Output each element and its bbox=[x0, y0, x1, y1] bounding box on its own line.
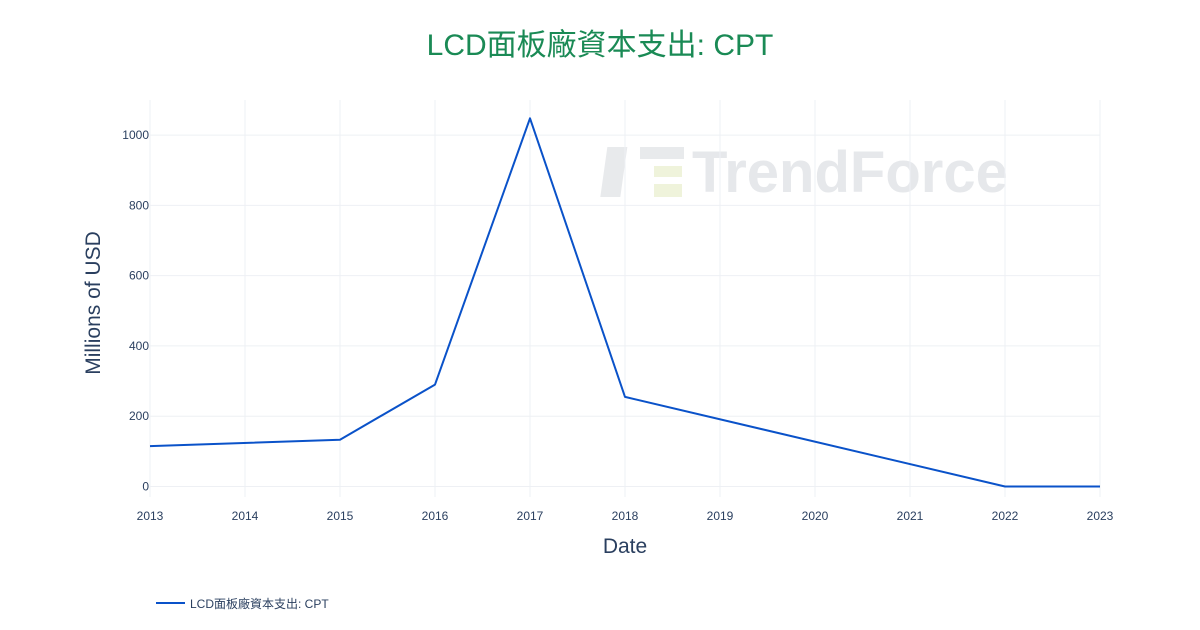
y-tick-label: 400 bbox=[129, 339, 149, 353]
x-tick-label: 2017 bbox=[517, 509, 544, 523]
x-tick-label: 2015 bbox=[327, 509, 354, 523]
y-tick-label: 1000 bbox=[122, 128, 149, 142]
x-tick-label: 2019 bbox=[707, 509, 734, 523]
y-gridlines bbox=[150, 134, 1100, 487]
x-tick-label: 2016 bbox=[422, 509, 449, 523]
legend-label: LCD面板廠資本支出: CPT bbox=[190, 596, 329, 611]
legend[interactable]: LCD面板廠資本支出: CPT bbox=[156, 596, 329, 611]
x-tick-label: 2013 bbox=[137, 509, 164, 523]
x-tick-label: 2022 bbox=[992, 509, 1019, 523]
chart-title: LCD面板廠資本支出: CPT bbox=[426, 29, 774, 62]
x-tick-label: 2018 bbox=[612, 509, 639, 523]
watermark-text: TrendForce bbox=[692, 140, 1008, 205]
y-tick-label: 0 bbox=[142, 479, 149, 493]
y-axis-title: Millions of USD bbox=[82, 231, 105, 375]
x-tick-label: 2020 bbox=[802, 509, 829, 523]
x-tick-label: 2021 bbox=[897, 509, 924, 523]
trendforce-logo-icon bbox=[600, 147, 684, 197]
x-tick-label: 2023 bbox=[1087, 509, 1114, 523]
x-tick-labels: 2013 2014 2015 2016 2017 2018 2019 2020 2021 2022… bbox=[137, 509, 1114, 523]
x-tick-label: 2014 bbox=[232, 509, 259, 523]
watermark: TrendForce bbox=[600, 140, 1008, 205]
series-line bbox=[149, 117, 1100, 488]
y-tick-label: 600 bbox=[129, 269, 149, 283]
x-gridlines bbox=[149, 100, 1101, 497]
x-axis-title: Date bbox=[603, 535, 647, 558]
y-tick-label: 800 bbox=[129, 198, 149, 212]
y-tick-labels: 0 200 400 600 800 1000 bbox=[122, 128, 149, 493]
y-tick-label: 200 bbox=[129, 409, 149, 423]
